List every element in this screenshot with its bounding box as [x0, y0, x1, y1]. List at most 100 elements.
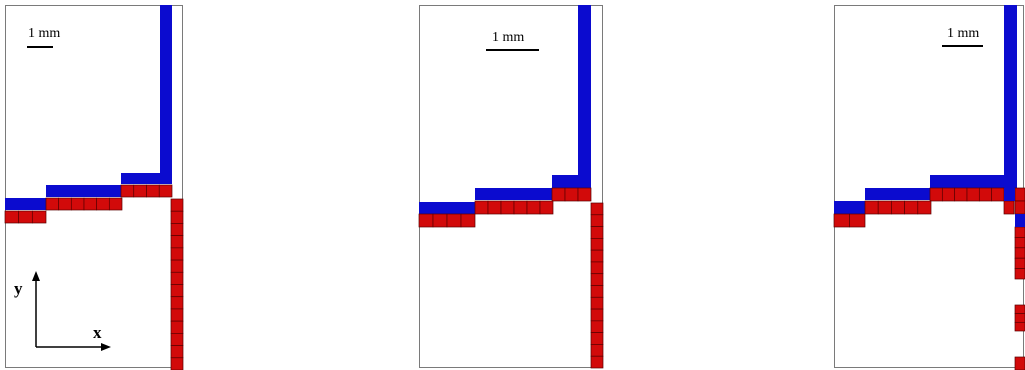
x-arrow-head — [101, 343, 111, 351]
red-cell — [31, 210, 47, 224]
red-cell — [1014, 313, 1025, 323]
red-cell — [170, 333, 184, 346]
red-cell — [45, 197, 60, 211]
y-axis-label: y — [14, 279, 23, 298]
red-cell — [513, 200, 528, 215]
red-cell — [551, 187, 566, 202]
red-cell — [590, 202, 604, 216]
blue-cell — [1004, 188, 1015, 201]
blue-step-segment — [419, 202, 475, 214]
red-cell — [590, 320, 604, 333]
blue-cell — [1015, 214, 1025, 227]
red-cell — [58, 197, 72, 211]
red-cell — [460, 213, 476, 228]
red-cell — [1014, 268, 1025, 280]
red-cell — [133, 184, 147, 198]
red-cell — [590, 296, 604, 310]
blue-band — [5, 5, 172, 210]
red-cell — [1014, 321, 1025, 332]
scale-bar-label: 1 mm — [28, 26, 60, 41]
red-cell — [70, 197, 85, 211]
red-cell — [500, 200, 515, 215]
red-cell — [904, 200, 919, 215]
red-cell — [1014, 247, 1025, 259]
red-cell — [590, 249, 604, 263]
blue-vertical-segment — [160, 5, 172, 175]
red-cell — [833, 213, 850, 228]
red-cell — [590, 214, 604, 227]
red-cell — [146, 184, 160, 198]
panel-b: 1 mm — [418, 5, 605, 370]
blue-vertical-segment — [1004, 5, 1017, 177]
red-cell — [1014, 200, 1025, 215]
red-cell — [1014, 237, 1025, 249]
red-cell — [1014, 304, 1025, 315]
red-cell — [590, 308, 604, 322]
axes-indicator: y x — [14, 271, 111, 351]
red-cell — [83, 197, 98, 211]
red-cell — [929, 187, 943, 202]
red-cell — [590, 226, 604, 239]
red-cell — [158, 184, 173, 198]
red-cell — [418, 213, 434, 228]
red-cell — [1014, 257, 1025, 269]
panel-b-canvas: 1 mm — [418, 5, 604, 369]
red-cell — [446, 213, 462, 228]
red-cell — [170, 259, 184, 273]
red-cell — [590, 261, 604, 275]
x-axis-label: x — [93, 323, 102, 342]
blue-step-segment — [834, 201, 865, 214]
blue-band — [419, 5, 591, 214]
red-cell — [590, 238, 604, 251]
red-cell — [170, 296, 184, 310]
red-cell — [941, 187, 956, 202]
red-cell — [1014, 226, 1025, 238]
red-cell — [1003, 200, 1015, 215]
red-cell — [170, 235, 184, 249]
red-cell — [170, 247, 184, 261]
red-cell — [432, 213, 448, 228]
red-cell — [1014, 187, 1025, 202]
red-cell — [917, 200, 932, 215]
red-cell — [954, 187, 968, 202]
scale-bar: 1 mm — [486, 30, 539, 51]
red-cell — [170, 345, 184, 359]
blue-step-segment — [475, 188, 553, 200]
red-cells — [833, 187, 1005, 228]
blue-step-segment — [46, 185, 122, 197]
blue-step-segment — [552, 175, 591, 188]
red-cell — [108, 197, 123, 211]
red-cell — [590, 332, 604, 345]
red-cell — [978, 187, 993, 202]
red-cell — [577, 187, 592, 202]
red-cell — [590, 273, 604, 286]
panel-c: 1 mm — [833, 5, 1025, 370]
red-cell — [474, 200, 489, 215]
panel-a-canvas: 1 mm y x — [4, 5, 184, 370]
blue-vertical-segment — [578, 5, 591, 177]
red-cell — [170, 357, 184, 370]
red-cell — [96, 197, 110, 211]
panel-c-canvas: 1 mm — [833, 5, 1025, 370]
red-cell — [590, 344, 604, 357]
scale-bar: 1 mm — [27, 26, 60, 48]
scale-bar-label: 1 mm — [492, 30, 524, 45]
red-cell — [590, 285, 604, 298]
red-cell — [864, 200, 879, 215]
red-cell — [564, 187, 579, 202]
blue-step-segment — [121, 173, 172, 184]
red-cell — [1014, 356, 1025, 370]
blue-step-segment — [5, 198, 46, 210]
red-cell — [170, 320, 184, 334]
red-cell — [170, 271, 184, 285]
red-cell — [170, 308, 184, 322]
blue-band — [834, 5, 1017, 214]
red-cell — [991, 187, 1005, 202]
red-cells — [418, 187, 604, 369]
red-cell — [849, 213, 866, 228]
red-cell — [487, 200, 502, 215]
scale-bar-label: 1 mm — [947, 26, 979, 41]
red-cell — [170, 210, 184, 224]
red-cell — [526, 200, 541, 215]
panel-a: 1 mm y x — [4, 5, 185, 370]
